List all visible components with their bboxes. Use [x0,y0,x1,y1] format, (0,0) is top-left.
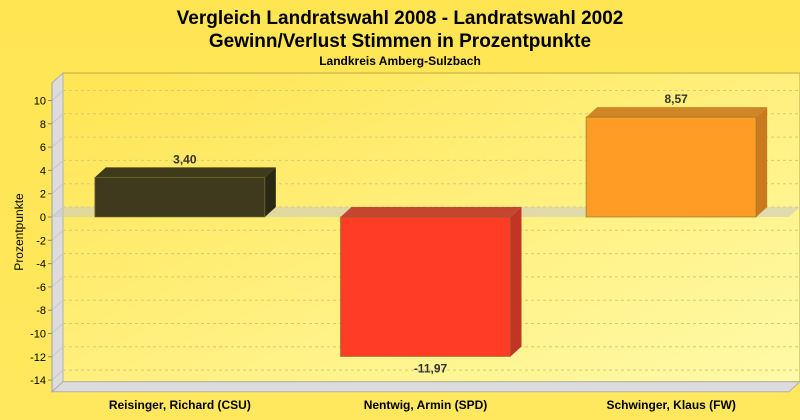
x-tick-label: Nentwig, Armin (SPD) [364,398,488,412]
y-tick-label: 6 [40,142,46,154]
gridline-wall [51,136,64,148]
gridline-wall [51,276,64,288]
y-tick-label: 2 [40,189,46,201]
gridline-wall [51,299,64,311]
y-tick-label: -2 [36,235,46,247]
bar-side [756,107,768,217]
y-tick-label: -10 [30,329,46,341]
bar [340,216,511,357]
chart-title: Vergleich Landratswahl 2008 - Landratswa… [177,8,624,29]
y-tick-label: 8 [40,119,46,131]
y-tick-label: -12 [30,352,46,364]
gridline-wall [51,160,64,171]
bar-top [586,107,768,118]
y-tick-label: -8 [36,305,46,317]
bar-side [510,207,522,357]
bar-value-label: -11,97 [414,361,448,375]
x-tick-label: Reisinger, Richard (CSU) [109,398,251,412]
plot-floor [50,381,800,393]
gridline-wall [51,369,64,381]
bar [94,176,266,218]
y-tick-label: 10 [34,96,46,108]
bar-top [94,167,276,178]
y-tick-label: -14 [30,375,46,387]
gridline-wall [51,183,64,195]
gridline-wall [51,229,64,241]
chart-subtitle-region: Landkreis Amberg-Sulzbach [319,54,481,68]
y-tick-label: -4 [36,259,46,271]
bar-top [340,207,522,217]
y-tick-label: 4 [40,165,46,177]
x-tick-label: Schwinger, Klaus (FW) [606,398,735,412]
y-tick-label: 0 [40,212,46,224]
gridline-wall [51,113,64,125]
gridline-wall [51,323,64,334]
gridline-wall [51,253,64,264]
chart-subtitle: Gewinn/Verlust Stimmen in Prozentpunkte [209,31,591,52]
bar-value-label: 3,40 [173,152,197,166]
y-tick-label: -6 [36,282,46,294]
bar-side [264,167,276,217]
y-axis-label: Prozentpunkte [12,193,26,271]
bar [585,116,757,218]
bar-value-label: 8,57 [664,92,688,106]
gridline-wall [51,346,64,358]
gridline-wall [51,90,64,101]
